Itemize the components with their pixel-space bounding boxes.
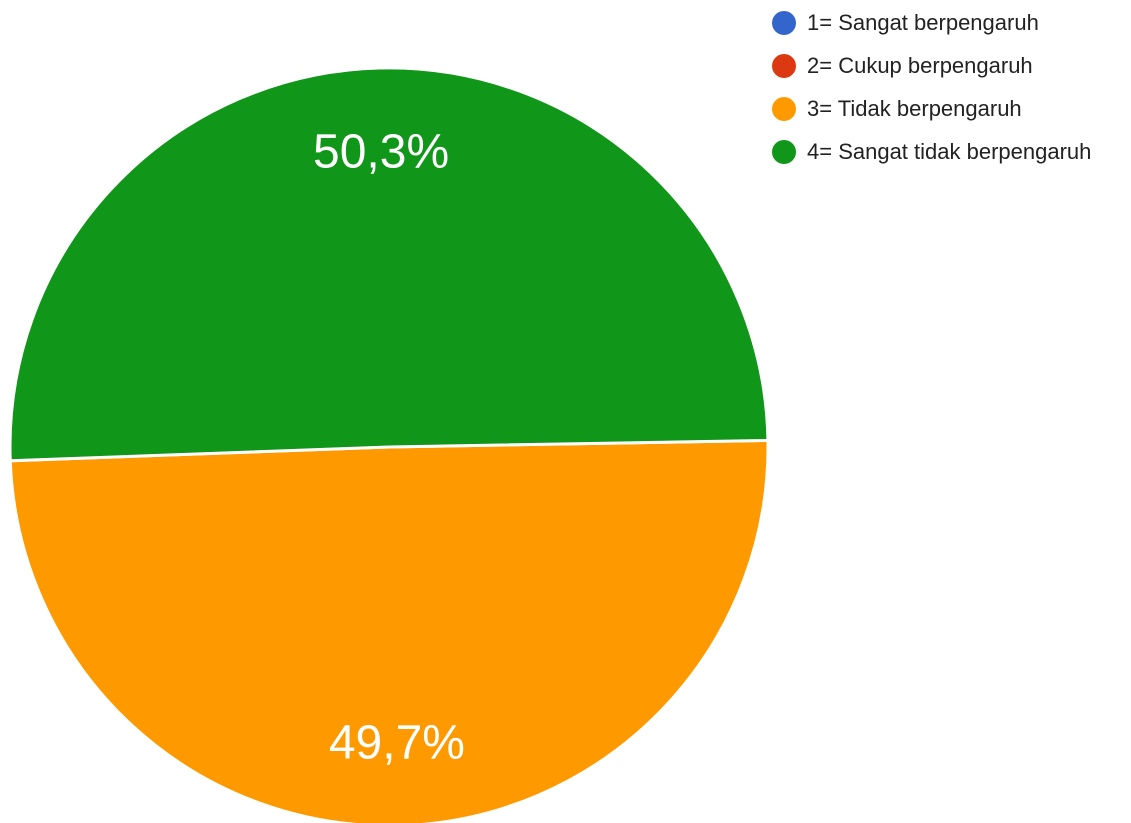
legend-swatch-2 [772, 53, 796, 78]
pie-slice-4 [8, 66, 770, 463]
legend-item-3: 3= Tidak berpengaruh [772, 94, 1091, 123]
legend-label-3: 3= Tidak berpengaruh [807, 95, 1022, 121]
pie-slice-label-3: 49,7% [329, 717, 465, 770]
legend-label-1: 1= Sangat berpengaruh [807, 9, 1039, 35]
legend-item-2: 2= Cukup berpengaruh [772, 51, 1091, 80]
legend-item-4: 4= Sangat tidak berpengaruh [772, 137, 1091, 166]
pie-slice-3 [8, 438, 770, 823]
legend-label-4: 4= Sangat tidak berpengaruh [807, 138, 1092, 164]
pie-slices [8, 66, 770, 823]
legend-swatch-4 [772, 139, 796, 164]
legend-swatch-1 [772, 10, 796, 35]
legend-item-1: 1= Sangat berpengaruh [772, 8, 1091, 37]
legend-swatch-3 [772, 96, 796, 121]
pie-slice-labels: 49,7% 50,3% [313, 126, 465, 770]
legend-label-2: 2= Cukup berpengaruh [807, 52, 1033, 78]
pie-slice-label-4: 50,3% [313, 126, 449, 179]
chart-legend: 1= Sangat berpengaruh 2= Cukup berpengaru… [772, 8, 1091, 166]
